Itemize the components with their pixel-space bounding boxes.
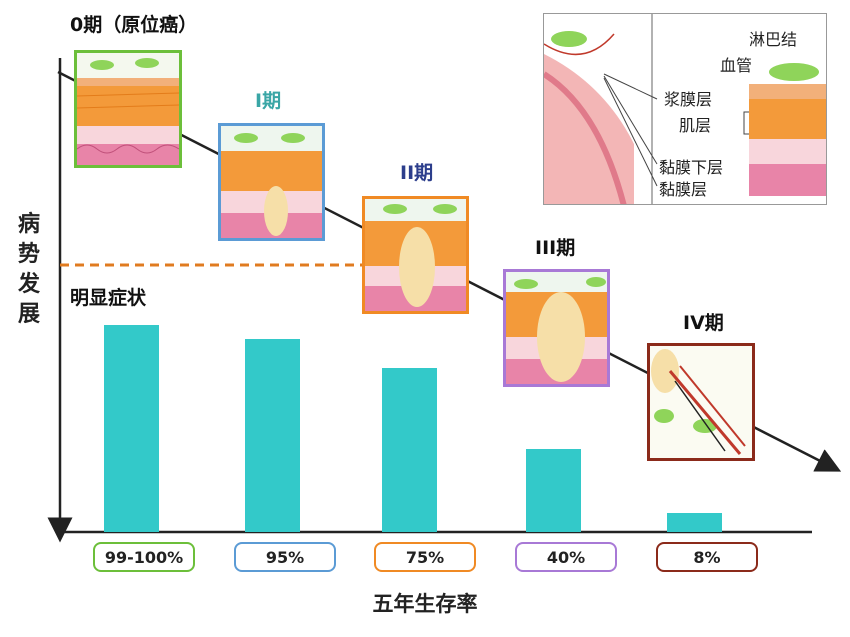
inset-label-serosa: 浆膜层 — [664, 90, 713, 109]
symptom-label: 明显症状 — [70, 287, 147, 309]
bar-2 — [382, 368, 437, 532]
stage-label-4: IV期 — [683, 312, 724, 334]
stage-0-illustration — [74, 50, 182, 168]
value-label-3: 40% — [515, 542, 617, 572]
stage-3-illustration — [503, 269, 610, 387]
y-axis-label: 病势发展 — [17, 212, 40, 327]
stage-1-illustration — [218, 123, 325, 241]
inset-label-muscularis: 肌层 — [679, 116, 712, 135]
inset-label-submucosa: 黏膜下层 — [659, 158, 724, 177]
value-label-1: 95% — [234, 542, 336, 572]
anatomy-inset: 淋巴结 血管 浆膜层 肌层 黏膜下层 黏膜层 — [543, 13, 827, 205]
bar-4 — [667, 513, 722, 532]
bar-1 — [245, 339, 300, 532]
stage-label-3: III期 — [535, 237, 576, 259]
inset-label-blood-vessel: 血管 — [720, 56, 753, 75]
value-label-4: 8% — [656, 542, 758, 572]
stage-label-1: I期 — [255, 90, 282, 112]
value-label-0: 99-100% — [93, 542, 195, 572]
stage-label-0: 0期（原位癌） — [70, 14, 198, 36]
stage-4-illustration — [647, 343, 755, 461]
value-label-2: 75% — [374, 542, 476, 572]
bar-0 — [104, 325, 159, 532]
stage-label-2: II期 — [400, 162, 434, 184]
stage-2-illustration — [362, 196, 469, 314]
inset-label-mucosa: 黏膜层 — [659, 180, 708, 199]
inset-label-lymph-node: 淋巴结 — [749, 30, 798, 49]
bar-3 — [526, 449, 581, 532]
x-axis-label: 五年生存率 — [372, 592, 478, 616]
